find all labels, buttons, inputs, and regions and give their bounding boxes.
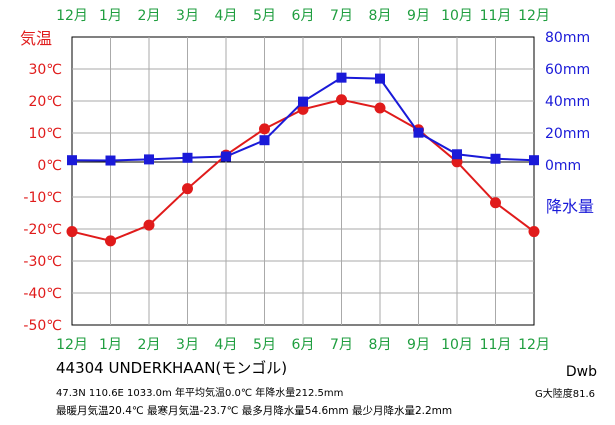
month-label-bottom: 12月 <box>518 337 550 353</box>
temp-tick-label: 30℃ <box>28 62 62 78</box>
station-extremes: 最暖月気温20.4℃ 最寒月気温-23.7℃ 最多月降水量54.6mm 最少月降… <box>56 405 453 417</box>
month-label-top: 7月 <box>330 8 353 24</box>
month-label-bottom: 6月 <box>292 337 315 353</box>
month-label-bottom: 11月 <box>480 337 512 353</box>
month-label-bottom: 5月 <box>253 337 276 353</box>
precipitation-point <box>182 152 193 163</box>
gridlines <box>72 37 534 325</box>
precipitation-point <box>298 96 308 107</box>
temp-tick-label: -40℃ <box>23 286 62 302</box>
temperature-point <box>490 197 501 209</box>
temperature-point <box>66 226 78 238</box>
station-stats: 47.3N 110.6E 1033.0m 年平均気温0.0℃ 年降水量212.5… <box>56 388 344 399</box>
tick-labels: 12月 12月 1月 1月 2月 2月 3月 3月 4月 4月 5月 5月 6月 6月 7月 7月 8月 8月 9月… <box>23 8 590 353</box>
temperature-point <box>374 102 386 114</box>
climate-code: Dwb <box>565 364 597 380</box>
precip-tick-label: 0mm <box>545 158 581 174</box>
month-label-bottom: 9月 <box>407 337 430 353</box>
month-label-top: 3月 <box>176 8 199 24</box>
continentality: G大陸度81.6 <box>534 389 595 400</box>
precipitation-point <box>529 155 539 166</box>
precip-tick-label: 20mm <box>545 126 590 142</box>
month-label-top: 1月 <box>99 8 122 24</box>
precip-tick-label: 80mm <box>545 30 590 46</box>
month-label-top: 12月 <box>56 8 88 24</box>
month-label-bottom: 2月 <box>138 337 161 353</box>
precipitation-point <box>452 149 462 160</box>
month-label-top: 5月 <box>253 8 276 24</box>
precipitation-point <box>375 73 385 84</box>
temperature-point <box>105 235 116 247</box>
precipitation-point <box>413 127 424 138</box>
month-label-top: 4月 <box>215 8 238 24</box>
month-label-bottom: 8月 <box>369 337 392 353</box>
temp-tick-label: -20℃ <box>23 222 62 238</box>
precip-tick-label: 40mm <box>545 94 590 110</box>
month-label-bottom: 1月 <box>99 337 122 353</box>
temp-tick-label: -30℃ <box>23 254 62 270</box>
month-label-top: 2月 <box>138 8 161 24</box>
precipitation-point <box>144 154 154 165</box>
precipitation-point <box>336 72 347 83</box>
precip-tick-label: 60mm <box>545 62 590 78</box>
temp-tick-label: -10℃ <box>23 190 62 206</box>
temp-axis-title: 気温 <box>20 29 52 48</box>
month-label-top: 10月 <box>441 8 473 24</box>
temperature-point <box>259 123 270 135</box>
series-layer <box>66 72 540 247</box>
month-label-top: 8月 <box>369 8 392 24</box>
precipitation-point <box>259 135 270 146</box>
temperature-point <box>182 183 193 195</box>
station-name: 44304 UNDERKHAAN(モンゴル) <box>56 359 288 377</box>
temp-tick-label: 0℃ <box>37 158 62 174</box>
temp-tick-label: -50℃ <box>23 318 62 334</box>
temperature-point <box>143 219 155 231</box>
temp-tick-label: 10℃ <box>28 126 62 142</box>
month-label-top: 6月 <box>292 8 315 24</box>
precipitation-point <box>221 151 231 162</box>
month-label-bottom: 10月 <box>441 337 473 353</box>
month-label-bottom: 7月 <box>330 337 353 353</box>
month-label-top: 9月 <box>407 8 430 24</box>
precip-axis-title: 降水量 <box>546 197 594 216</box>
precipitation-point <box>67 155 77 166</box>
temperature-point <box>336 94 347 106</box>
temp-tick-label: 20℃ <box>28 94 62 110</box>
precipitation-point <box>105 155 116 166</box>
precipitation-point <box>490 153 501 164</box>
month-label-top: 11月 <box>480 8 512 24</box>
month-label-top: 12月 <box>518 8 550 24</box>
month-label-bottom: 4月 <box>215 337 238 353</box>
temperature-point <box>528 226 540 238</box>
month-label-bottom: 3月 <box>176 337 199 353</box>
month-label-bottom: 12月 <box>56 337 88 353</box>
